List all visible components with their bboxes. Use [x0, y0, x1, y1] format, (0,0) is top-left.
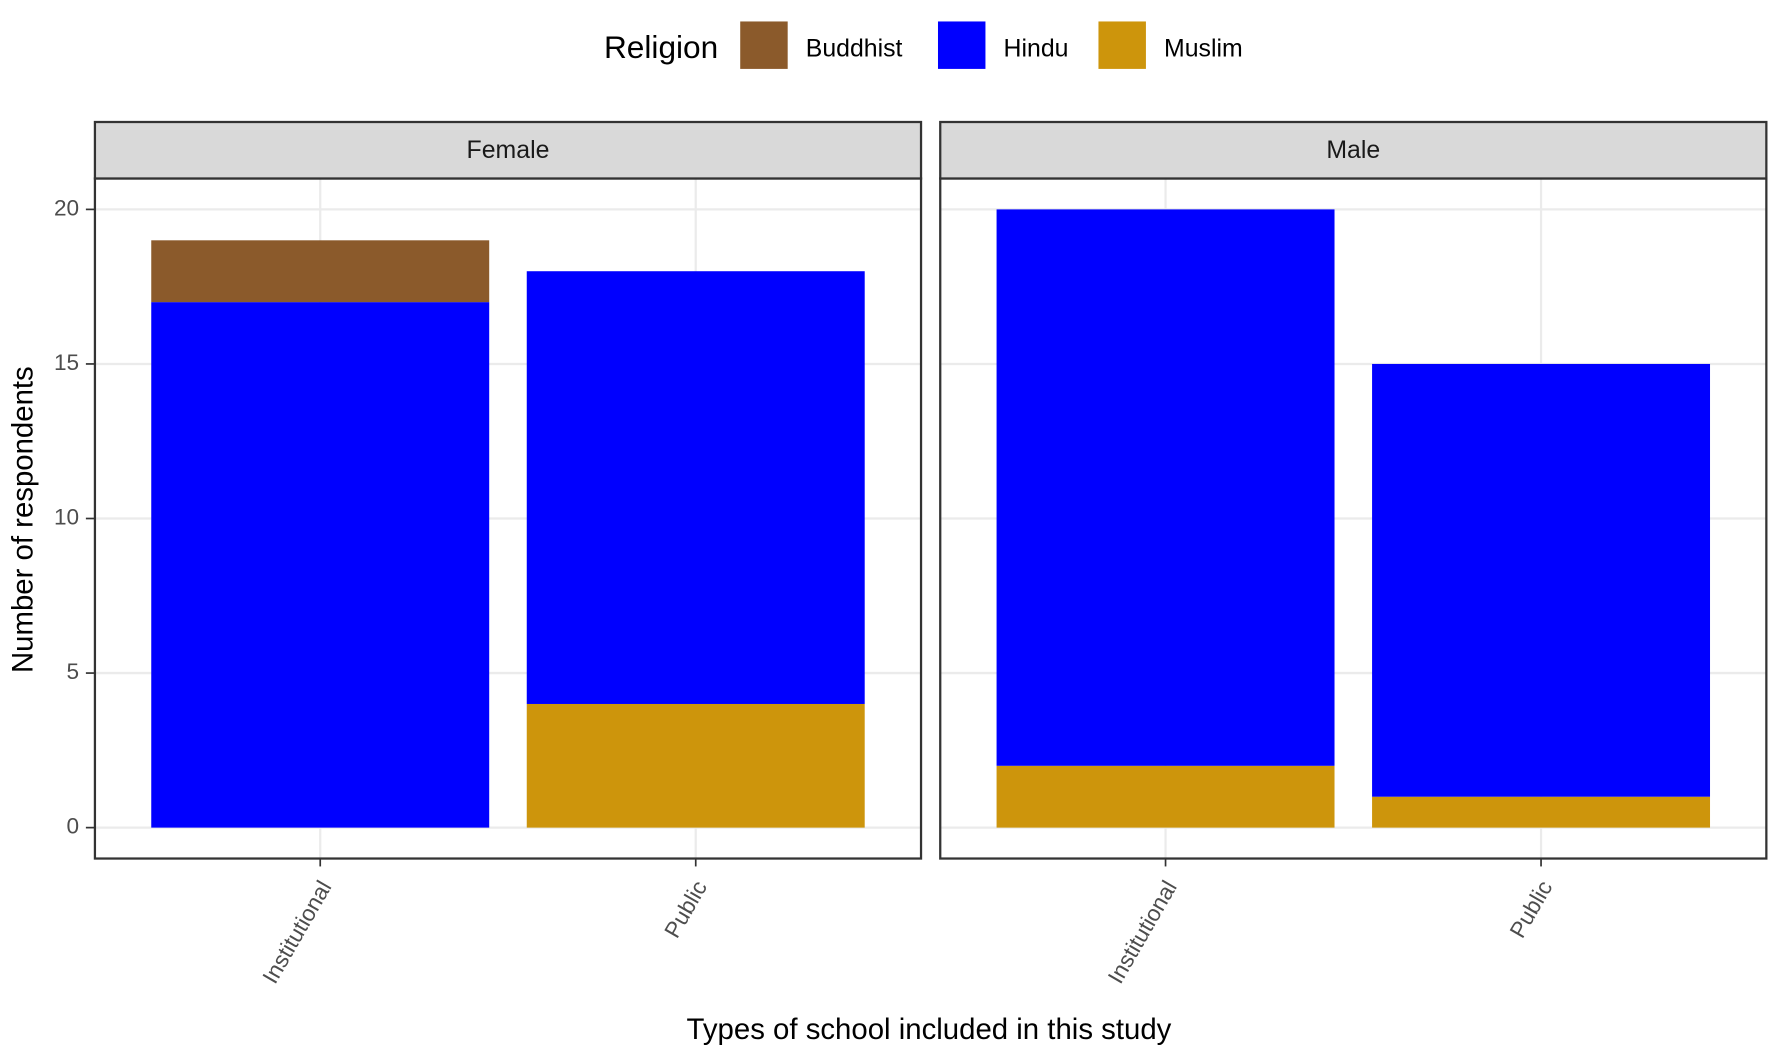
- legend-key: [1098, 21, 1146, 69]
- bar-segment: [996, 209, 1335, 766]
- legend-key: [740, 21, 788, 69]
- strip-label: Male: [1326, 137, 1380, 164]
- legend-key: [937, 21, 986, 69]
- y-tick-label: 0: [67, 814, 80, 839]
- strip: [939, 120, 1768, 180]
- x-axis-title: Types of school included in this study: [687, 1013, 1172, 1046]
- x-tick-label: Public: [1505, 876, 1557, 942]
- legend-title: Religion: [604, 29, 718, 65]
- bar-segment: [151, 240, 490, 303]
- strip-label: Female: [467, 137, 550, 164]
- y-axis-title: Number of respondents: [7, 366, 40, 673]
- bar-segment: [1372, 363, 1711, 797]
- y-tick-label: 15: [54, 350, 79, 375]
- bar-segment: [526, 271, 865, 704]
- bar-segment: [526, 703, 865, 828]
- legend-label: Buddhist: [806, 35, 903, 62]
- x-tick-label: Institutional: [1103, 876, 1182, 987]
- strip: [93, 120, 923, 180]
- x-tick-label: Institutional: [258, 876, 337, 987]
- bar-segment: [1372, 796, 1711, 828]
- x-tick-label: Public: [660, 876, 712, 942]
- y-tick-label: 20: [54, 195, 79, 220]
- y-tick-label: 5: [67, 659, 80, 684]
- bar-segment: [996, 765, 1335, 828]
- y-tick-label: 10: [54, 504, 79, 529]
- legend-label: Muslim: [1164, 35, 1243, 62]
- bar-segment: [151, 302, 490, 828]
- legend-label: Hindu: [1004, 35, 1069, 62]
